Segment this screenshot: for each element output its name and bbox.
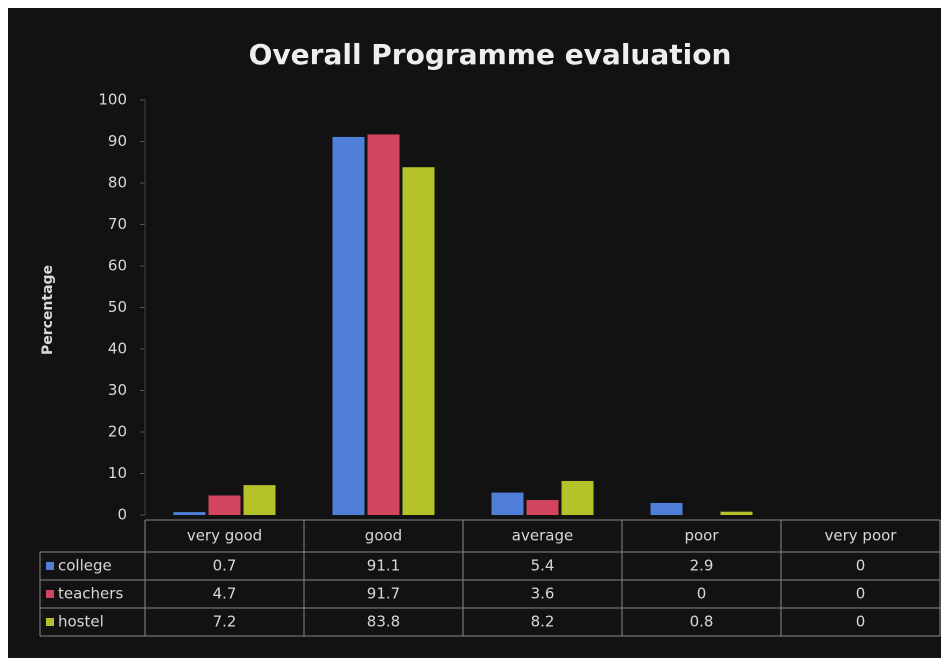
table-value: 7.2 [213, 613, 237, 631]
y-tick-label: 100 [98, 91, 127, 109]
bar [208, 495, 241, 515]
table-value: 8.2 [531, 613, 555, 631]
y-tick-label: 60 [108, 257, 127, 275]
table-value: 0.7 [213, 557, 237, 575]
y-tick-label: 90 [108, 132, 127, 150]
chart-background [8, 8, 941, 658]
y-tick-label: 0 [117, 506, 127, 524]
y-tick-label: 20 [108, 423, 127, 441]
table-value: 83.8 [367, 613, 400, 631]
x-tick-label: good [365, 527, 402, 545]
legend-swatch [46, 562, 54, 570]
legend-swatch [46, 618, 54, 626]
table-value: 0 [856, 585, 866, 603]
legend-swatch [46, 590, 54, 598]
y-axis-label: Percentage [40, 265, 56, 355]
table-value: 91.1 [367, 557, 400, 575]
y-tick-label: 70 [108, 215, 127, 233]
bar [491, 492, 524, 515]
chart-title: Overall Programme evaluation [249, 38, 732, 71]
bar [332, 136, 365, 515]
bar [402, 167, 435, 516]
table-value: 2.9 [690, 557, 714, 575]
x-tick-label: average [512, 527, 573, 545]
y-tick-label: 40 [108, 340, 127, 358]
bar [526, 500, 559, 515]
bar [650, 502, 683, 515]
y-tick-label: 30 [108, 381, 127, 399]
y-tick-label: 10 [108, 464, 127, 482]
bar [367, 134, 400, 515]
y-tick-label: 50 [108, 298, 127, 316]
x-tick-label: poor [684, 527, 719, 545]
bar [561, 480, 594, 515]
legend-label: college [58, 557, 112, 575]
table-value: 0 [856, 557, 866, 575]
table-value: 0 [856, 613, 866, 631]
bar [243, 485, 276, 515]
table-value: 91.7 [367, 585, 400, 603]
table-value: 4.7 [213, 585, 237, 603]
table-value: 5.4 [531, 557, 555, 575]
legend-label: hostel [58, 613, 104, 631]
table-value: 0.8 [690, 613, 714, 631]
legend-label: teachers [58, 585, 123, 603]
table-value: 3.6 [531, 585, 555, 603]
bar [173, 512, 206, 515]
x-tick-label: very poor [825, 527, 898, 545]
x-tick-label: very good [187, 527, 262, 545]
table-value: 0 [697, 585, 707, 603]
bar [720, 511, 753, 515]
y-tick-label: 80 [108, 174, 127, 192]
